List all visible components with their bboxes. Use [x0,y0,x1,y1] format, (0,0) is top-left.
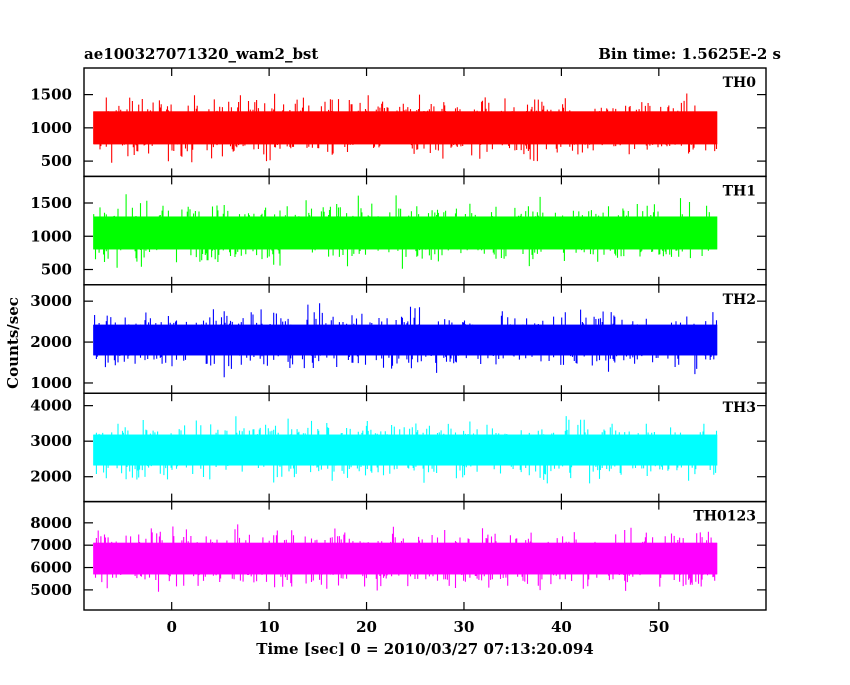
y-tick-label-th0: 1500 [30,86,72,104]
panel-frame-th0123 [83,500,767,611]
panels-group: 50010001500TH050010001500TH1100020003000… [30,67,767,636]
y-tick-label-th3: 4000 [30,397,72,415]
y-tick-label-th0123: 6000 [30,559,72,577]
lightcurve-th0 [93,93,718,163]
y-tick-label-th0: 1000 [30,119,72,137]
lightcurve-th2 [93,303,718,378]
panel-label-th2: TH2 [723,292,756,308]
x-tick-label: 0 [166,618,176,636]
panel-label-th1: TH1 [723,183,756,199]
y-tick-label-th0123: 8000 [30,514,72,532]
y-tick-label-th0123: 5000 [30,581,72,599]
y-tick-label-th2: 1000 [30,374,72,392]
plot-title: ae100327071320_wam2_bst [84,45,318,63]
y-tick-label-th3: 3000 [30,432,72,450]
lightcurve-th0123 [93,524,718,592]
y-tick-label-th3: 2000 [30,468,72,486]
x-axis-label: Time [sec] 0 = 2010/03/27 07:13:20.094 [256,640,593,658]
y-tick-label-th1: 1000 [30,227,72,245]
y-tick-label-th0123: 7000 [30,536,72,554]
y-tick-label-th2: 3000 [30,292,72,310]
x-tick-label: 30 [454,618,475,636]
bin-time-label: Bin time: 1.5625E-2 s [598,45,781,63]
y-tick-label-th1: 1500 [30,194,72,212]
panel-label-th0123: TH0123 [693,509,756,525]
x-tick-label: 10 [259,618,280,636]
x-tick-label: 20 [356,618,377,636]
y-tick-label-th1: 500 [41,261,72,279]
y-tick-label-th0: 500 [41,152,72,170]
x-tick-label: 40 [551,618,572,636]
lightcurve-th1 [93,194,718,269]
x-tick-label: 50 [648,618,669,636]
panel-label-th3: TH3 [723,400,756,416]
panel-label-th0: TH0 [723,75,757,91]
y-axis-label: Counts/sec [4,297,22,389]
y-tick-label-th2: 2000 [30,333,72,351]
lightcurve-th3 [93,416,718,484]
